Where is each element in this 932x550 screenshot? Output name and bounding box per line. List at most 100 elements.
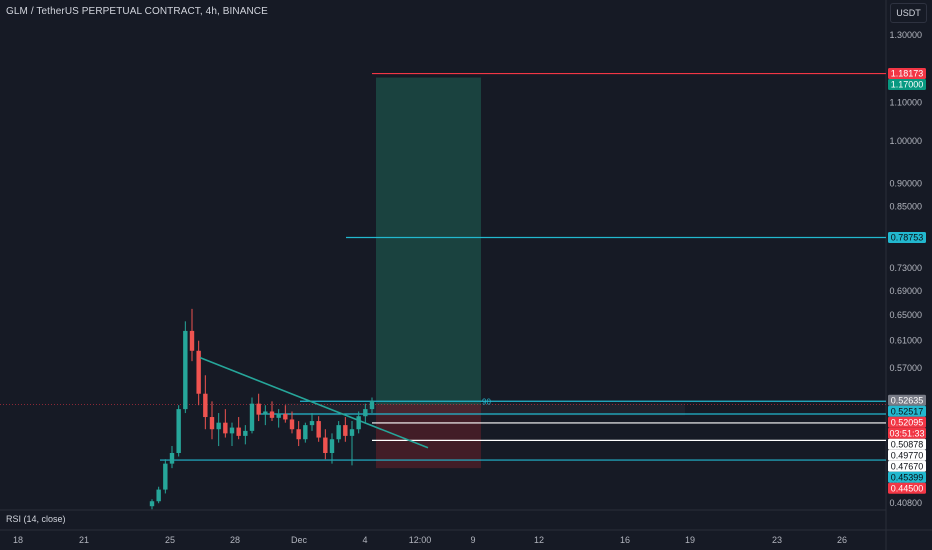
- candle[interactable]: [269, 401, 275, 422]
- time-tick-label: 9: [470, 535, 475, 545]
- price-tick-label: 1.10000: [889, 97, 922, 107]
- candle-body: [236, 427, 241, 436]
- candle-body: [203, 393, 208, 418]
- candle-body: [329, 439, 335, 453]
- candle[interactable]: [356, 411, 361, 434]
- price-badge: [888, 471, 926, 483]
- candle[interactable]: [229, 422, 235, 447]
- candle[interactable]: [343, 417, 348, 442]
- time-tick-label: 28: [230, 535, 240, 545]
- price-tick-label: 1.30000: [889, 30, 922, 40]
- candle-body: [343, 425, 348, 436]
- position-label: 90: [482, 397, 491, 406]
- candle[interactable]: [329, 433, 335, 464]
- candle[interactable]: [316, 416, 321, 442]
- candle-body: [283, 413, 288, 420]
- time-tick-label: 16: [620, 535, 630, 545]
- candle[interactable]: [349, 421, 355, 466]
- candle-body: [249, 403, 255, 431]
- price-badge: [888, 449, 926, 461]
- price-badge-label: 0.50878: [891, 440, 924, 450]
- candle-body: [229, 427, 235, 434]
- candle[interactable]: [169, 446, 175, 469]
- price-badge-label: 0.52517: [891, 407, 924, 417]
- price-tick-label: 0.69000: [889, 286, 922, 296]
- candle[interactable]: [216, 413, 221, 447]
- candle[interactable]: [243, 425, 248, 445]
- candle[interactable]: [183, 321, 188, 414]
- candle[interactable]: [296, 421, 301, 447]
- price-badge-label: 0.78753: [891, 233, 924, 243]
- candle[interactable]: [176, 405, 181, 457]
- candle[interactable]: [249, 397, 255, 434]
- price-badge-label: 0.52635: [891, 396, 924, 406]
- candle-body: [243, 430, 248, 436]
- candle[interactable]: [263, 405, 268, 426]
- candle[interactable]: [236, 417, 241, 440]
- candle[interactable]: [309, 413, 315, 431]
- price-tick-label: 0.40800: [889, 498, 922, 508]
- candle-body: [223, 422, 228, 434]
- candle-body: [256, 403, 261, 415]
- candle-body: [303, 425, 308, 440]
- price-badge: [888, 79, 926, 91]
- candle-body: [269, 411, 275, 418]
- price-badge-label: 0.49770: [891, 451, 924, 461]
- price-badge-label: 0.47670: [891, 462, 924, 472]
- candle-body: [176, 409, 181, 453]
- candle[interactable]: [163, 459, 168, 494]
- price-badge: [888, 232, 926, 244]
- price-tick-label: 0.57000: [889, 363, 922, 373]
- time-tick-label: 12:00: [409, 535, 432, 545]
- candle[interactable]: [336, 421, 341, 443]
- rsi-indicator-label[interactable]: RSI (14, close): [6, 514, 66, 524]
- price-badge-label: 0.44500: [891, 484, 924, 494]
- candle-body: [356, 416, 361, 430]
- price-badge: [888, 405, 926, 417]
- candle-body: [149, 501, 155, 507]
- candle-body: [156, 489, 161, 502]
- candle[interactable]: [209, 401, 215, 440]
- candle[interactable]: [283, 405, 288, 423]
- descending-trendline[interactable]: [199, 356, 429, 449]
- price-badge: [888, 394, 926, 406]
- candle-body: [196, 350, 201, 394]
- price-badge: [888, 68, 926, 80]
- candle[interactable]: [289, 411, 295, 434]
- candle-body: [369, 400, 375, 410]
- candle-body: [336, 425, 341, 440]
- time-axis: 18 21 25 28 Dec 4 12:00 9 12 16 19 23 26: [13, 535, 847, 545]
- candle[interactable]: [156, 486, 161, 504]
- price-badge-label: 1.17000: [891, 80, 924, 90]
- candle[interactable]: [276, 409, 281, 428]
- candle[interactable]: [196, 340, 201, 406]
- price-tick-label: 0.61000: [889, 336, 922, 346]
- candle-body: [209, 417, 215, 430]
- candle[interactable]: [303, 422, 308, 443]
- stop-zone[interactable]: [376, 404, 481, 469]
- candle-body: [316, 421, 321, 438]
- target-zone[interactable]: [376, 77, 481, 405]
- candle-body: [263, 411, 268, 415]
- price-badge: [888, 427, 926, 439]
- price-tick-label: 0.85000: [889, 202, 922, 212]
- candle[interactable]: [203, 375, 208, 430]
- price-badge: [888, 438, 926, 450]
- candle-body: [296, 429, 301, 440]
- candle[interactable]: [223, 409, 228, 438]
- candle-body: [216, 422, 221, 430]
- price-badge: [888, 416, 926, 428]
- candle[interactable]: [149, 499, 155, 510]
- price-tick-label: 0.65000: [889, 310, 922, 320]
- currency-selector-button[interactable]: USDT: [890, 3, 927, 23]
- candle-body: [349, 429, 355, 436]
- candle[interactable]: [369, 397, 375, 414]
- candle[interactable]: [256, 393, 261, 422]
- candle[interactable]: [189, 308, 195, 362]
- candle[interactable]: [323, 429, 328, 460]
- price-badge-label: 1.18173: [891, 69, 924, 79]
- candle[interactable]: [363, 403, 368, 423]
